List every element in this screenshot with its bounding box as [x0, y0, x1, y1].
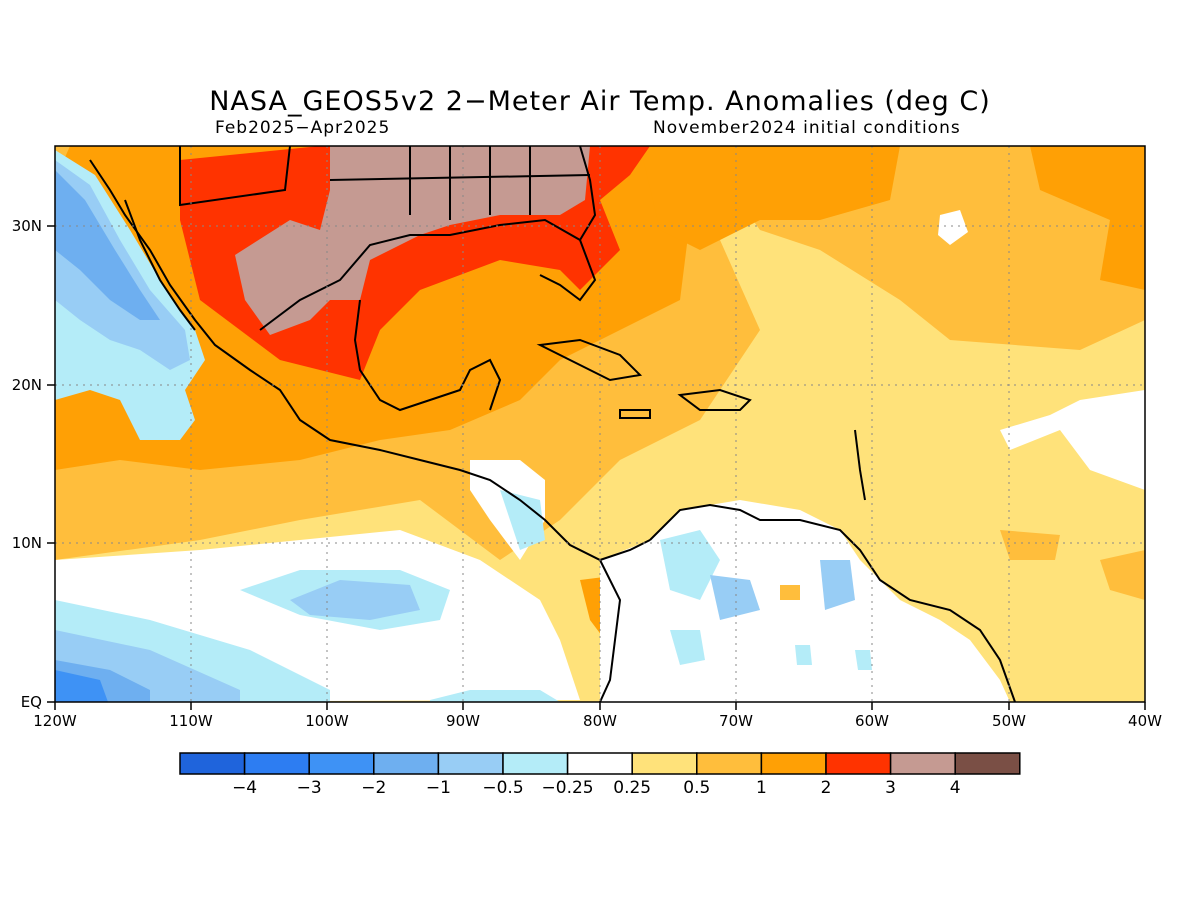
legend-swatch [631, 752, 698, 775]
x-tick-label: 100W [305, 712, 349, 730]
legend-label: −0.25 [542, 778, 594, 798]
legend-label: 1 [756, 778, 767, 798]
legend-swatch [566, 752, 633, 775]
tick-marks [47, 225, 1146, 710]
coastlines [89, 146, 1016, 702]
x-tick-label: 60W [855, 712, 889, 730]
legend-label: −1 [426, 778, 451, 798]
legend-swatch [760, 752, 827, 775]
legend-swatch [437, 752, 504, 775]
y-axis-labels: EQ 10N 20N 30N [12, 217, 42, 711]
legend-label: −2 [361, 778, 386, 798]
x-tick-label: 80W [583, 712, 617, 730]
y-tick-label: EQ [21, 693, 42, 711]
legend-swatch [308, 752, 375, 775]
x-axis-labels: 120W 110W 100W 90W 80W 70W 60W 50W 40W [33, 712, 1162, 730]
x-tick-label: 70W [719, 712, 753, 730]
gridlines [55, 146, 1145, 702]
legend-label: −4 [232, 778, 257, 798]
legend-label: −3 [297, 778, 322, 798]
x-tick-label: 50W [992, 712, 1026, 730]
y-tick-label: 10N [12, 534, 42, 552]
legend-swatch [373, 752, 440, 775]
legend-label: −0.5 [482, 778, 523, 798]
legend-swatch [954, 752, 1021, 775]
legend-swatch [179, 752, 246, 775]
y-tick-label: 30N [12, 217, 42, 235]
y-tick-label: 20N [12, 376, 42, 394]
legend-swatch [243, 752, 310, 775]
anomaly-field [55, 146, 1145, 702]
legend-swatch [502, 752, 569, 775]
map-title: NASA_GEOS5v2 2−Meter Air Temp. Anomalies… [209, 86, 991, 117]
legend-swatch [889, 752, 956, 775]
legend-swatch [696, 752, 763, 775]
forecast-period: Feb2025−Apr2025 [215, 118, 391, 138]
x-tick-label: 120W [33, 712, 77, 730]
legend-label: 4 [950, 778, 961, 798]
legend-label: 0.25 [613, 778, 651, 798]
initial-conditions: November2024 initial conditions [653, 118, 961, 138]
x-tick-label: 40W [1128, 712, 1162, 730]
legend-label: 3 [885, 778, 896, 798]
color-legend: −4 −3 −2 −1 −0.5 −0.25 0.25 0.5 1 2 3 4 [179, 752, 1021, 798]
x-tick-label: 110W [169, 712, 213, 730]
legend-swatch [825, 752, 892, 775]
legend-label: 0.5 [683, 778, 710, 798]
x-tick-label: 90W [446, 712, 480, 730]
legend-label: 2 [821, 778, 832, 798]
